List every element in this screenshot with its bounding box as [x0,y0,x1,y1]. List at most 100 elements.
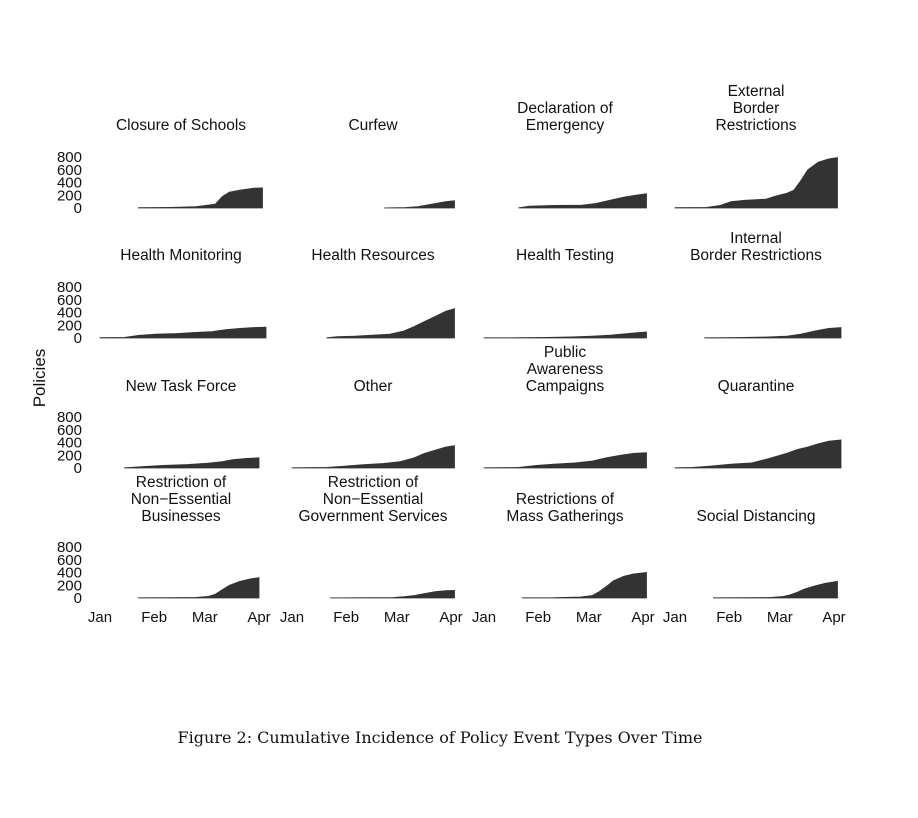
area-series [384,200,455,209]
figure-caption: Figure 2: Cumulative Incidence of Policy… [177,728,703,747]
panel-title: External Border Restrictions [716,83,797,134]
panel: External Border Restrictions [674,83,838,209]
area-series [330,589,455,599]
area-series [99,326,267,339]
area-series [483,331,647,339]
panel-title-line: Public [544,344,586,361]
panel-title: Health Monitoring [120,247,241,264]
y-tick-label: 800 [57,409,82,426]
panel-title-line: Health Resources [311,247,434,264]
panel-title-line: Other [354,378,393,395]
panel: Health Testing [483,247,647,339]
panel: Restriction of Non−Essential Government Se… [280,474,463,626]
panel-title-line: Non−Essential [131,491,231,508]
area-series [518,193,647,209]
panel-title-line: Mass Gatherings [506,508,623,525]
panel-title: Declaration of Emergency [517,100,613,134]
x-tick-label: Mar [192,609,218,626]
x-tick-label: Jan [663,609,687,626]
panel-title: Public Awareness Campaigns [526,344,605,395]
y-tick-label: 0 [74,330,82,347]
y-tick-label: 400 [57,305,82,322]
y-tick-label: 800 [57,539,82,556]
panel-title: New Task Force [126,378,237,395]
panel: Quarantine [674,378,842,469]
panel-title-line: Border Restrictions [690,247,822,264]
panel-grid: Closure of Schools0200400600800CurfewDec… [57,83,846,626]
x-tick-label: Feb [141,609,167,626]
panel-title-line: Businesses [141,508,221,525]
area-series [124,457,260,469]
panel-title-line: New Task Force [126,378,237,395]
panel-title-line: Declaration of [517,100,613,117]
y-tick-label: 0 [74,590,82,607]
panel: Public Awareness Campaigns [483,344,647,469]
x-tick-label: Apr [822,609,845,626]
panel-title: Health Testing [516,247,614,264]
panel: Curfew [348,117,455,209]
y-tick-label: 600 [57,552,82,569]
area-series [674,439,842,469]
panel-title: Restriction of Non−Essential Businesses [131,474,231,525]
area-series [713,580,838,599]
y-tick-label: 200 [57,317,82,334]
x-tick-label: Feb [525,609,551,626]
panel-title-line: Emergency [526,117,605,134]
x-tick-label: Apr [631,609,654,626]
panel-title-line: Government Services [298,508,447,525]
y-tick-label: 400 [57,175,82,192]
y-tick-label: 800 [57,149,82,166]
panel-title: Social Distancing [697,508,816,525]
x-tick-label: Jan [280,609,304,626]
panel-title-line: Restriction of [136,474,227,491]
panel-title-line: Restrictions of [516,491,615,508]
y-tick-label: 600 [57,292,82,309]
y-tick-label: 800 [57,279,82,296]
x-tick-label: Jan [88,609,112,626]
panel-title-line: Internal [730,230,782,247]
y-tick-label: 400 [57,435,82,452]
panel-title-line: Border [733,100,780,117]
panel-title-line: Quarantine [718,378,795,395]
area-series [674,157,838,209]
x-tick-label: Mar [384,609,410,626]
panel-title-line: Campaigns [526,378,605,395]
x-tick-label: Feb [333,609,359,626]
y-tick-label: 0 [74,200,82,217]
panel-title: Other [354,378,393,395]
y-tick-label: 400 [57,565,82,582]
x-tick-label: Apr [439,609,462,626]
area-series [138,187,263,209]
panel-title-line: Health Monitoring [120,247,241,264]
y-axis-label: Policies [30,349,49,408]
area-series [326,308,455,339]
x-tick-label: Apr [247,609,270,626]
y-tick-label: 200 [57,577,82,594]
panel: Social Distancing Jan Feb Mar Apr [663,508,846,626]
area-series [522,572,647,599]
panel-title: Curfew [348,117,398,134]
panel-title-line: Health Testing [516,247,614,264]
y-tick-label: 600 [57,162,82,179]
panel-title: Closure of Schools [116,117,246,134]
x-tick-label: Feb [716,609,742,626]
panel: Declaration of Emergency [517,100,647,209]
panel: Restrictions of Mass Gatherings Jan Feb Mar A… [472,491,655,626]
x-tick-label: Mar [576,609,602,626]
panel-title: Quarantine [718,378,795,395]
panel-title-line: Curfew [348,117,398,134]
panel-title-line: Restriction of [328,474,419,491]
area-series [291,445,455,469]
y-tick-label: 200 [57,187,82,204]
panel-title: Internal Border Restrictions [690,230,822,264]
panel-title-line: Closure of Schools [116,117,246,134]
panel-title-line: Awareness [527,361,604,378]
panel-title: Health Resources [311,247,434,264]
panel-title-line: Non−Essential [323,491,423,508]
area-series [138,577,260,599]
x-tick-label: Mar [767,609,793,626]
panel: Other [291,378,455,469]
